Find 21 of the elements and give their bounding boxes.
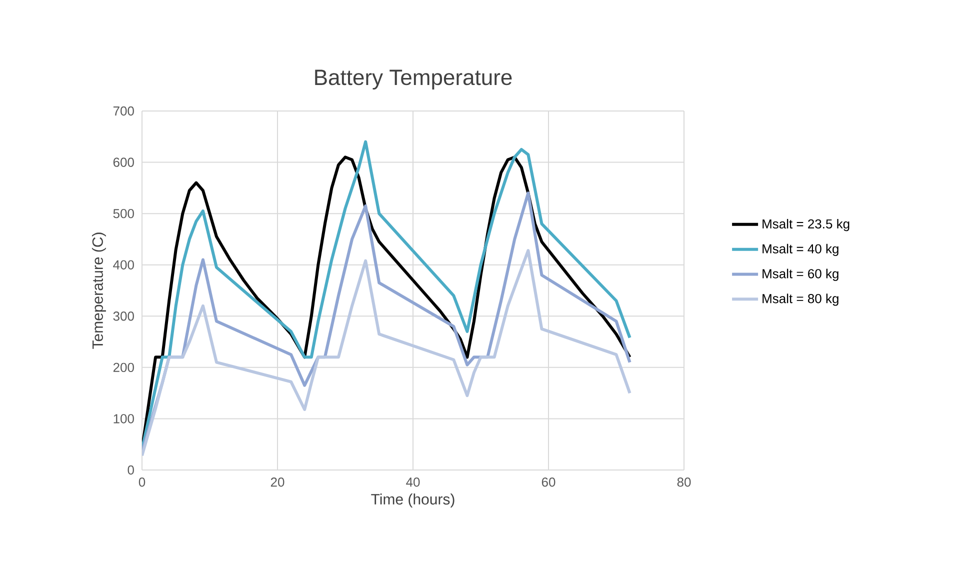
legend-label: Msalt = 60 kg (762, 268, 838, 281)
y-tick-label: 300 (113, 312, 134, 321)
y-tick-label: 700 (113, 106, 134, 116)
legend-label: Msalt = 23.5 kg (762, 218, 850, 232)
x-axis-title: Time (hours) (371, 494, 454, 508)
legend-label: Msalt = 40 kg (762, 244, 838, 256)
x-tick-label: 60 (542, 478, 556, 487)
legend-label: Msalt = 80 kg (762, 294, 838, 306)
y-tick-label: 400 (113, 260, 134, 270)
y-axis-title: Temeperature (C) (92, 232, 106, 349)
y-tick-label: 100 (114, 414, 134, 424)
x-tick-label: 0 (138, 478, 146, 487)
y-tick-label: 600 (113, 158, 134, 167)
line-series (142, 248, 632, 458)
x-tick-label: 20 (270, 478, 284, 487)
y-tick-label: 0 (128, 465, 134, 475)
x-tick-label: 80 (677, 478, 691, 487)
chart-title: Battery Temperature (315, 70, 512, 90)
y-tick-label: 500 (113, 208, 134, 218)
y-tick-label: 200 (113, 362, 134, 372)
x-tick-label: 40 (406, 478, 420, 487)
